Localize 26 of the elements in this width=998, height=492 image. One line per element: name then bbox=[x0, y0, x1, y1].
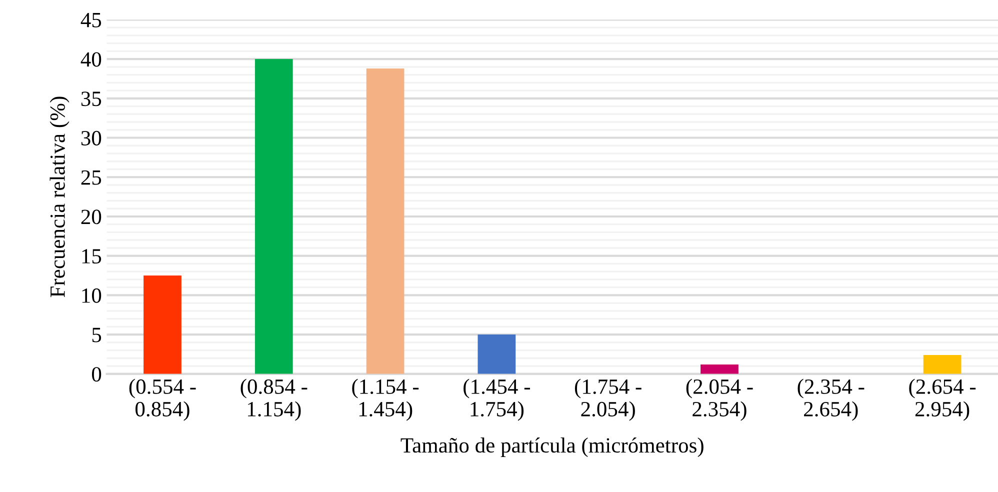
bar bbox=[366, 68, 404, 374]
bar bbox=[700, 364, 738, 374]
x-tick-label: (0.854 - 1.154) bbox=[240, 378, 308, 421]
x-tick-label: (2.054 - 2.354) bbox=[686, 378, 753, 421]
x-tick-label: (2.354 - 2.654) bbox=[798, 378, 864, 421]
y-tick-label: 20 bbox=[81, 210, 102, 224]
bar bbox=[478, 334, 516, 374]
x-axis-title: Tamaño de partícula (micrómetros) bbox=[400, 437, 704, 458]
y-tick-label: 35 bbox=[81, 92, 102, 106]
bar bbox=[254, 59, 293, 374]
y-tick-label: 10 bbox=[82, 288, 102, 303]
y-tick-label: 25 bbox=[81, 170, 102, 185]
x-tick-label: (2.654 - 2.954) bbox=[909, 378, 976, 421]
y-tick-label: 30 bbox=[81, 130, 102, 146]
bar bbox=[923, 355, 962, 374]
x-tick-label: (1.754 - 2.054) bbox=[574, 378, 642, 421]
bar bbox=[144, 276, 182, 374]
y-axis-title: Frecuencia relativa (%) bbox=[50, 96, 70, 298]
y-tick-label: 40 bbox=[80, 52, 102, 67]
y-tick-label: 45 bbox=[80, 12, 102, 28]
y-tick-label: 5 bbox=[92, 328, 102, 342]
x-tick-label: (0.554 - 0.854) bbox=[129, 378, 196, 421]
y-tick-label: 0 bbox=[92, 367, 102, 382]
x-tick-label: (1.454 - 1.754) bbox=[464, 378, 530, 421]
x-tick-label: (1.154 - 1.454) bbox=[352, 378, 419, 421]
y-tick-label: 15 bbox=[82, 249, 102, 264]
